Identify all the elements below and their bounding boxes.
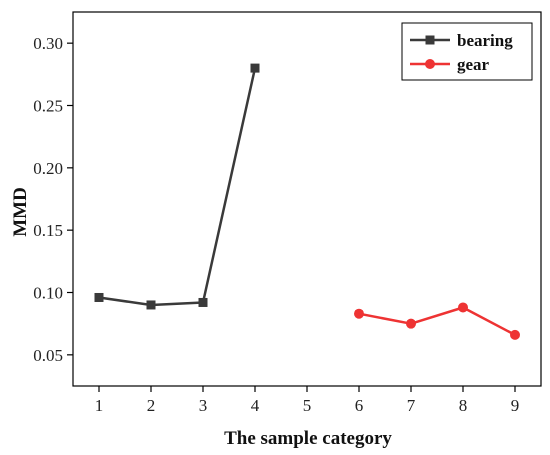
- gear-line: [358, 306, 516, 337]
- gear-point: [458, 302, 468, 313]
- bearing-point: [94, 292, 104, 302]
- legend-marker: [425, 35, 435, 45]
- y-axis-title: MMD: [10, 187, 31, 237]
- x-tick-label: 1: [95, 396, 104, 415]
- gear-point: [354, 308, 364, 319]
- legend-label: gear: [457, 55, 490, 74]
- y-tick-label: 0.10: [33, 284, 63, 303]
- plot-area: [94, 63, 520, 340]
- legend-marker: [425, 59, 435, 69]
- x-tick-label: 8: [459, 396, 468, 415]
- x-tick-label: 7: [407, 396, 416, 415]
- bearing-line: [98, 67, 257, 307]
- x-tick-label: 6: [355, 396, 364, 415]
- bearing-point: [146, 300, 156, 310]
- legend-label: bearing: [457, 31, 513, 50]
- bearing-point: [250, 63, 260, 73]
- legend-item-gear: gear: [410, 55, 490, 74]
- x-tick-label: 9: [511, 396, 520, 415]
- y-tick-label: 0.30: [33, 34, 63, 53]
- x-tick-label: 3: [199, 396, 208, 415]
- x-tick-label: 2: [147, 396, 156, 415]
- x-tick-label: 5: [303, 396, 312, 415]
- legend-item-bearing: bearing: [410, 31, 513, 50]
- gear-point: [510, 329, 520, 340]
- x-axis-title: The sample category: [224, 428, 392, 449]
- series-gear: [354, 302, 520, 340]
- x-tick-label: 4: [251, 396, 260, 415]
- y-tick-label: 0.15: [33, 221, 63, 240]
- axes: 1 2 3 4 5 6 7 8 9 0.05 0.10 0.15 0.20 0.25 0.30: [33, 11, 542, 415]
- y-tick-label: 0.25: [33, 97, 63, 116]
- bearing-point: [198, 297, 208, 307]
- y-tick-label: 0.05: [33, 346, 63, 365]
- legend-box: [401, 22, 533, 81]
- gear-point: [406, 318, 416, 329]
- y-tick-label: 0.20: [33, 159, 63, 178]
- series-bearing: [94, 63, 260, 310]
- legend: bearing gear: [401, 22, 533, 81]
